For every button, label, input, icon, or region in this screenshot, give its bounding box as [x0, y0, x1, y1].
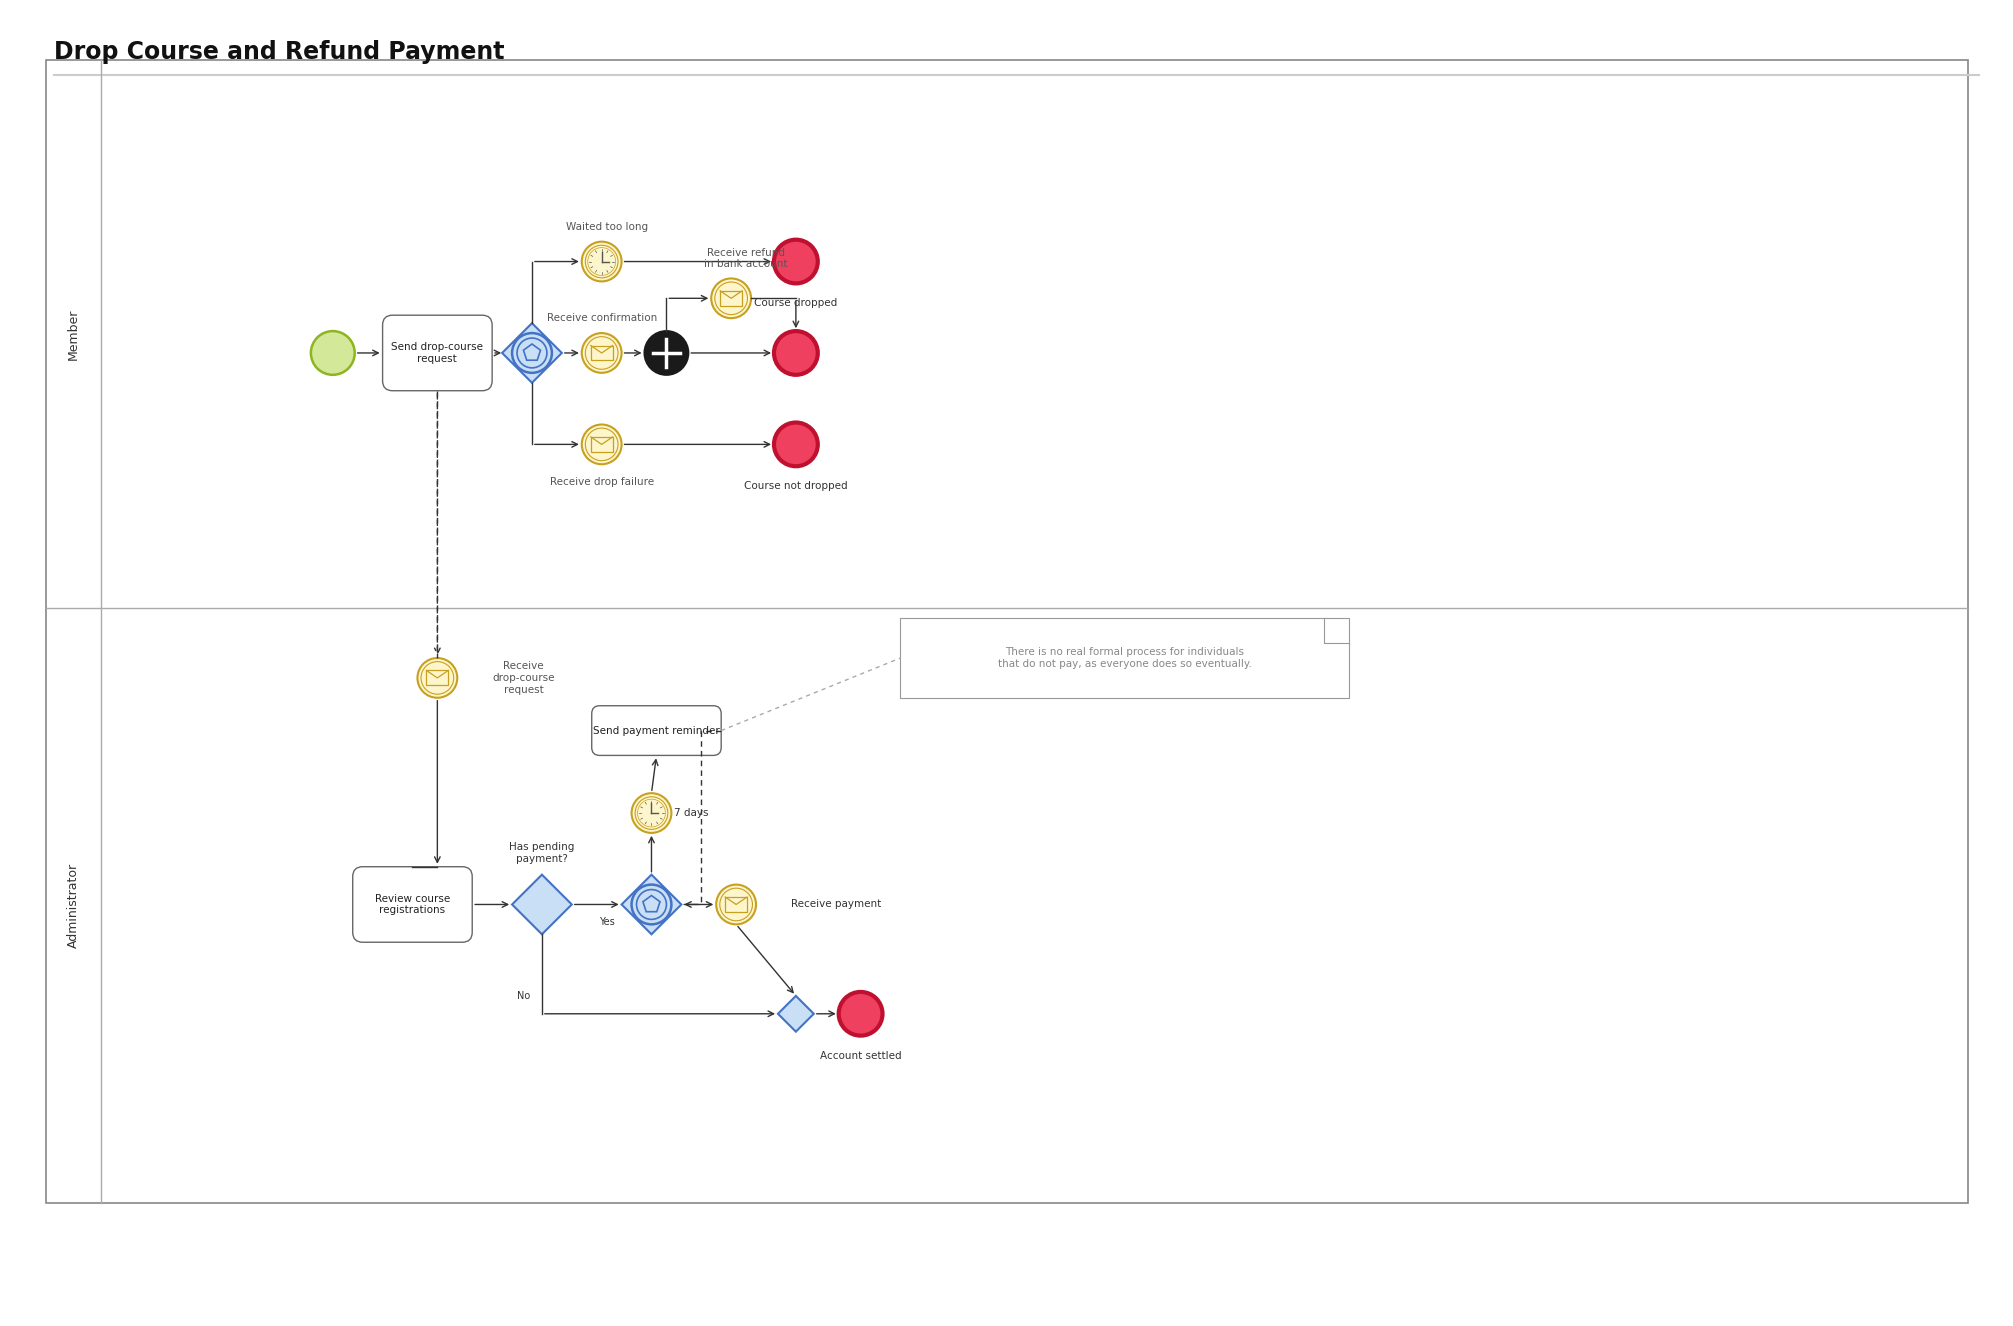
Text: Review course
registrations: Review course registrations [374, 894, 451, 915]
Text: Course not dropped: Course not dropped [745, 481, 847, 491]
Circle shape [644, 332, 688, 375]
FancyBboxPatch shape [382, 316, 491, 391]
FancyBboxPatch shape [592, 705, 721, 756]
Circle shape [417, 658, 457, 697]
Bar [721, 290, 743, 306]
Text: Send payment reminder: Send payment reminder [594, 725, 721, 736]
Circle shape [586, 245, 618, 278]
Text: Account settled: Account settled [819, 1050, 902, 1061]
Polygon shape [642, 895, 660, 912]
Circle shape [310, 332, 354, 375]
Circle shape [773, 240, 817, 284]
Circle shape [711, 278, 751, 318]
Polygon shape [501, 324, 562, 383]
Polygon shape [622, 875, 680, 935]
Circle shape [715, 282, 747, 314]
Circle shape [511, 333, 552, 373]
Text: Receive refund
in bank account: Receive refund in bank account [705, 248, 787, 269]
Text: Course dropped: Course dropped [755, 298, 837, 308]
Circle shape [582, 333, 622, 373]
Circle shape [717, 884, 757, 924]
Bar [725, 896, 747, 912]
Bar [46, 60, 1969, 1203]
Circle shape [632, 793, 672, 833]
Bar [900, 618, 1349, 697]
Text: Yes: Yes [598, 918, 614, 927]
Circle shape [586, 337, 618, 369]
Text: 7 days: 7 days [674, 808, 709, 818]
Text: Administrator: Administrator [66, 863, 81, 948]
Polygon shape [523, 343, 541, 361]
Text: Member: Member [66, 309, 81, 359]
Text: Receive drop failure: Receive drop failure [550, 477, 654, 487]
Circle shape [636, 890, 666, 919]
Text: Waited too long: Waited too long [566, 221, 648, 232]
Circle shape [638, 800, 666, 827]
Circle shape [636, 797, 668, 829]
Circle shape [588, 248, 616, 276]
Circle shape [773, 423, 817, 467]
Text: Receive confirmation: Receive confirmation [548, 313, 656, 324]
Text: There is no real formal process for individuals
that do not pay, as everyone doe: There is no real formal process for indi… [998, 647, 1252, 668]
Circle shape [721, 888, 753, 920]
Circle shape [582, 424, 622, 464]
Circle shape [586, 428, 618, 460]
Text: Receive payment: Receive payment [791, 899, 882, 910]
Text: Drop Course and Refund Payment: Drop Course and Refund Payment [54, 40, 505, 64]
Text: Has pending
payment?: Has pending payment? [509, 842, 574, 863]
Polygon shape [511, 875, 572, 935]
Circle shape [632, 884, 672, 924]
FancyBboxPatch shape [352, 867, 473, 943]
Circle shape [517, 338, 548, 367]
Circle shape [582, 241, 622, 281]
Polygon shape [777, 996, 813, 1032]
Bar [590, 346, 612, 361]
Text: No: No [517, 991, 531, 1001]
Circle shape [421, 662, 453, 695]
Circle shape [773, 332, 817, 375]
Text: Receive
drop-course
request: Receive drop-course request [491, 662, 556, 695]
Bar [427, 671, 449, 686]
Bar [590, 438, 612, 452]
Circle shape [839, 992, 882, 1036]
Text: Send drop-course
request: Send drop-course request [391, 342, 483, 363]
